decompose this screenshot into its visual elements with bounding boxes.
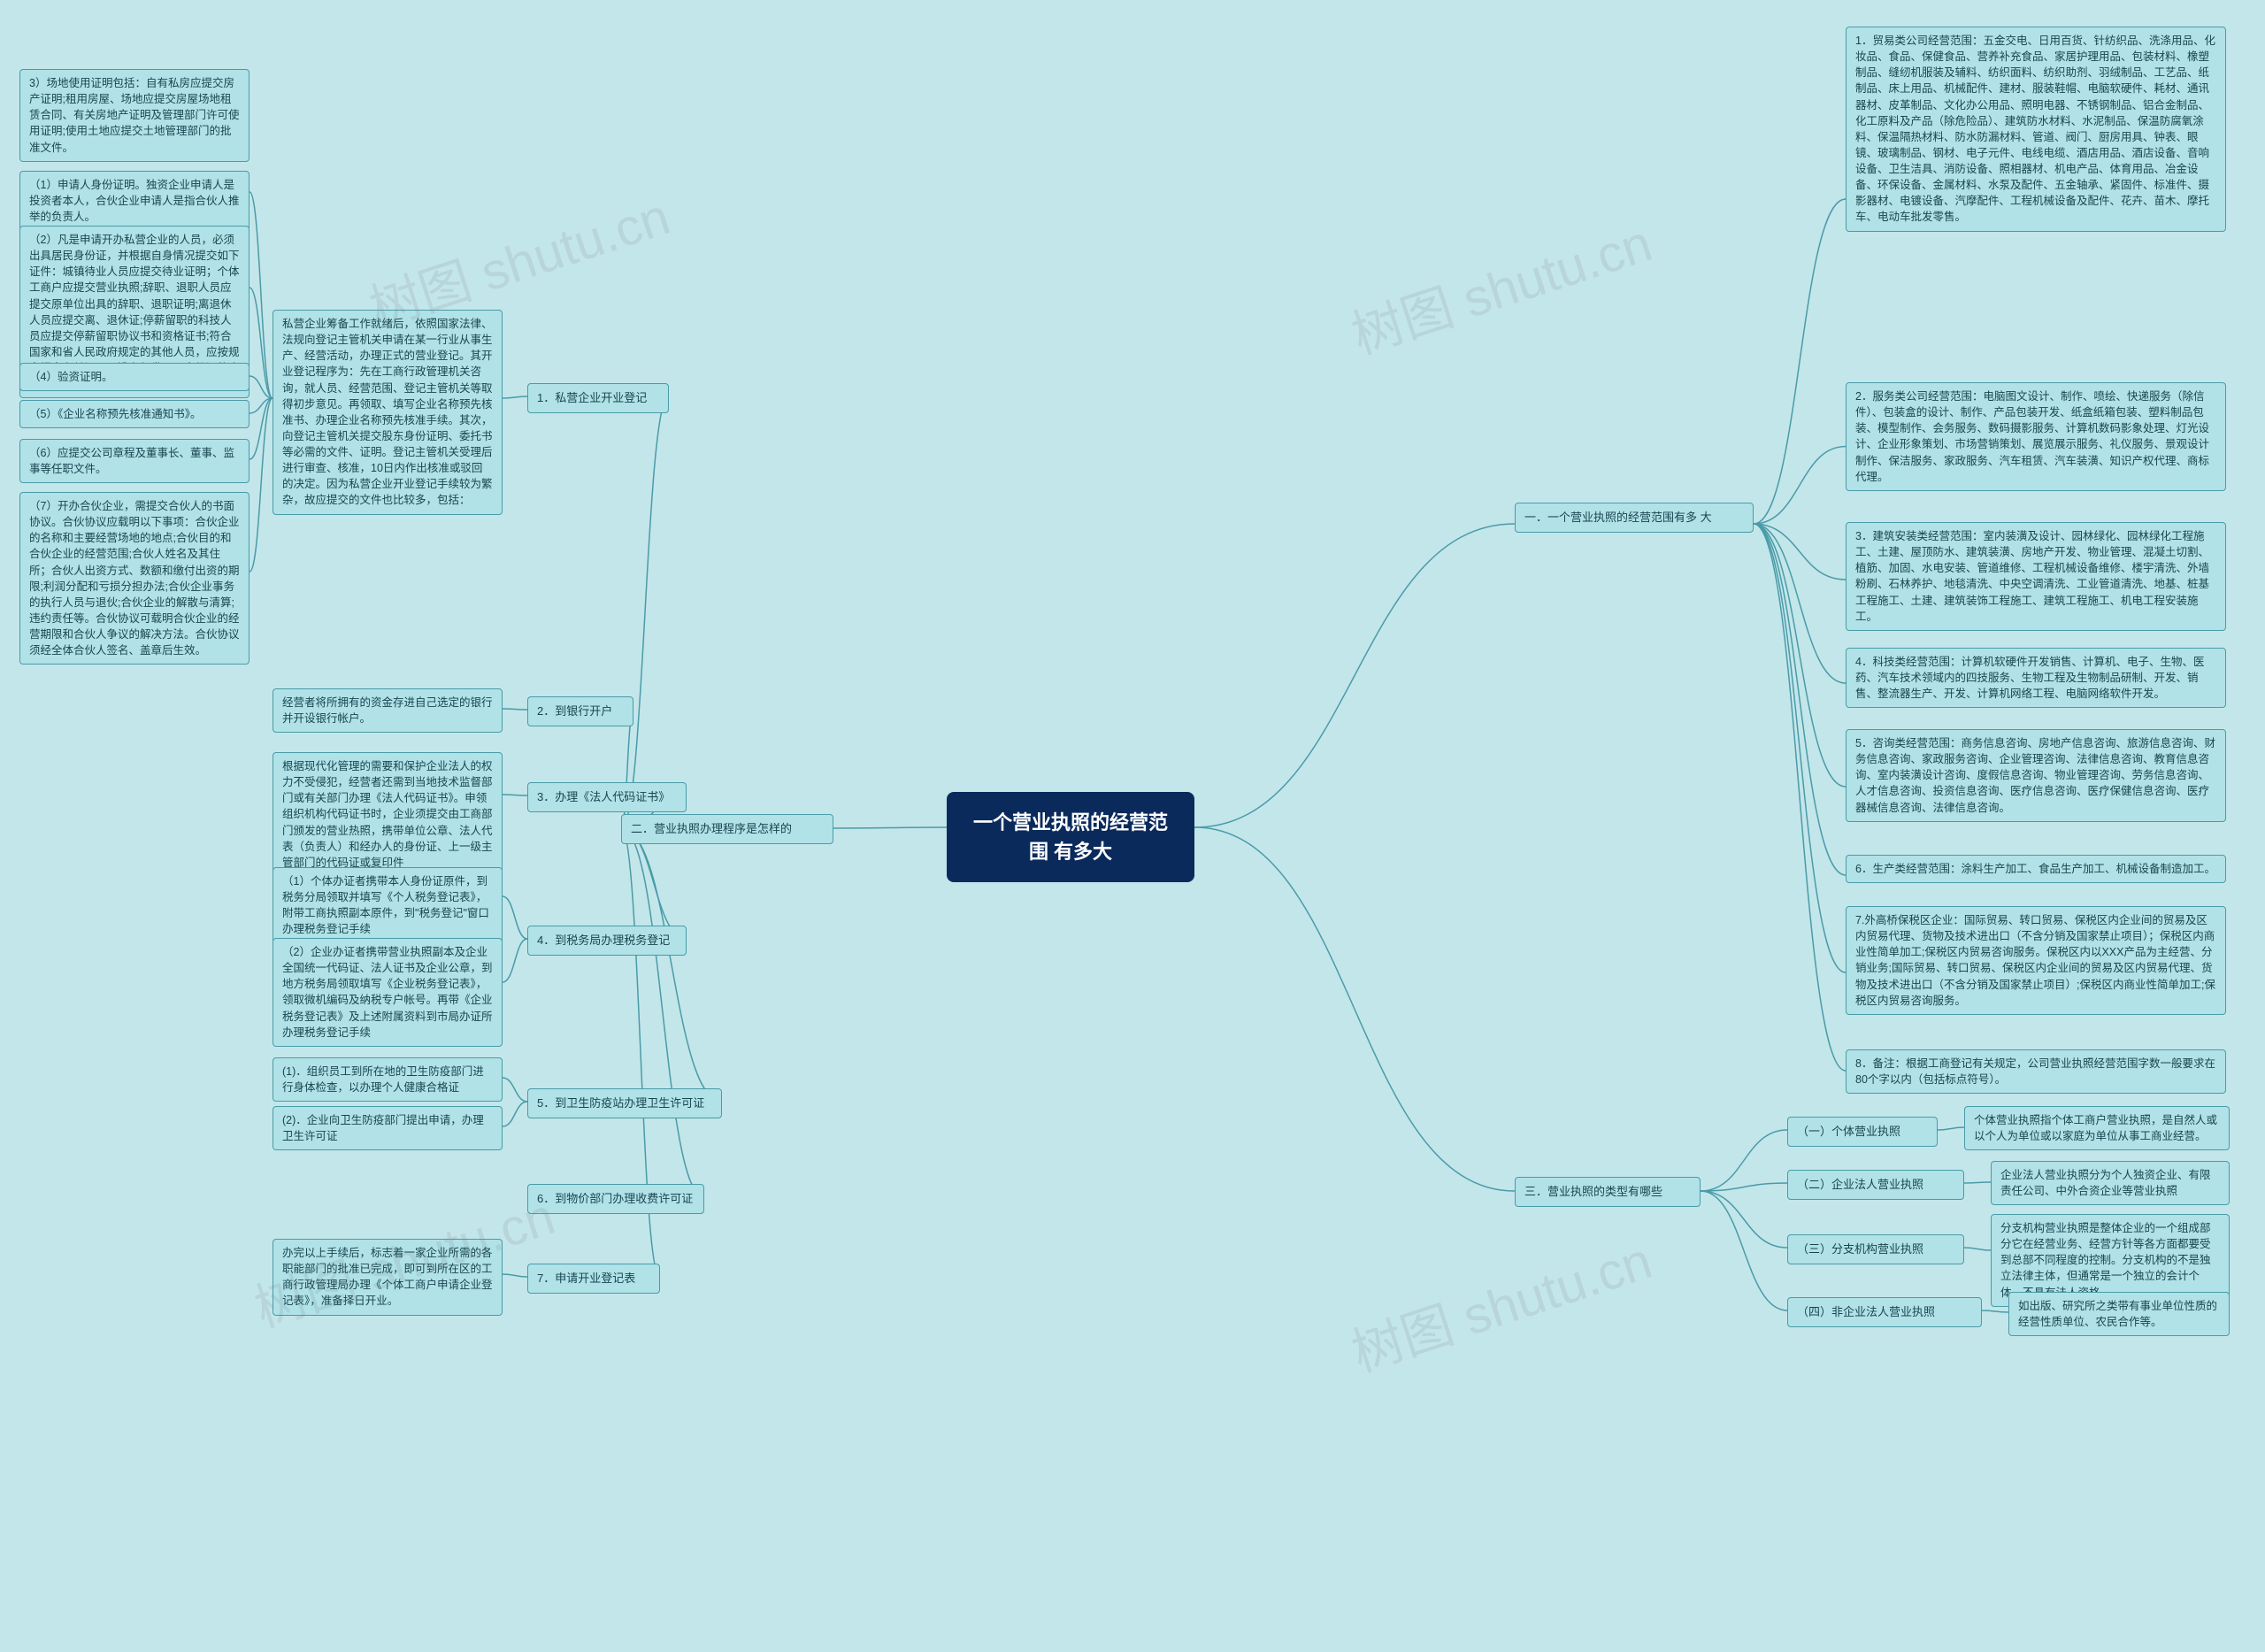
mindmap-node: (1)．组织员工到所在地的卫生防疫部门进行身体检查，以办理个人健康合格证 <box>273 1057 503 1102</box>
watermark: 树图 shutu.cn <box>1341 202 1660 368</box>
mindmap-node: 5．到卫生防疫站办理卫生许可证 <box>527 1088 722 1118</box>
mindmap-node: 3．建筑安装类经营范围：室内装潢及设计、园林绿化、园林绿化工程施工、土建、屋顶防… <box>1846 522 2226 631</box>
mindmap-node: （1）申请人身份证明。独资企业申请人是投资者本人，合伙企业申请人是指合伙人推举的… <box>19 171 250 231</box>
mindmap-node: 个体营业执照指个体工商户营业执照，是自然人或以个人为单位或以家庭为单位从事工商业… <box>1964 1106 2230 1150</box>
mindmap-node: （4）验资证明。 <box>19 363 250 391</box>
mindmap-node: 4．科技类经营范围：计算机软硬件开发销售、计算机、电子、生物、医药、汽车技术领域… <box>1846 648 2226 708</box>
mindmap-node: 6．到物价部门办理收费许可证 <box>527 1184 704 1214</box>
mindmap-node: 7．申请开业登记表 <box>527 1264 660 1294</box>
mindmap-node: （1）个体办证者携带本人身份证原件，到税务分局领取并填写《个人税务登记表》，附带… <box>273 867 503 944</box>
mindmap-node: （四）非企业法人营业执照 <box>1787 1297 1982 1327</box>
mindmap-node: 7.外高桥保税区企业：国际贸易、转口贸易、保税区内企业间的贸易及区内贸易代理、货… <box>1846 906 2226 1015</box>
mindmap-node: 2．服务类公司经营范围：电脑图文设计、制作、喷绘、快递服务（除信件）、包装盒的设… <box>1846 382 2226 491</box>
mindmap-node: （二）企业法人营业执照 <box>1787 1170 1964 1200</box>
mindmap-node: 企业法人营业执照分为个人独资企业、有限责任公司、中外合资企业等营业执照 <box>1991 1161 2230 1205</box>
mindmap-node: 5．咨询类经营范围：商务信息咨询、房地产信息咨询、旅游信息咨询、财务信息咨询、家… <box>1846 729 2226 822</box>
mindmap-node: 2．到银行开户 <box>527 696 633 726</box>
mindmap-node: (2)．企业向卫生防疫部门提出申请，办理卫生许可证 <box>273 1106 503 1150</box>
mindmap-node: 办完以上手续后，标志着一家企业所需的各职能部门的批准已完成，即可到所在区的工商行… <box>273 1239 503 1316</box>
mindmap-node: （2）企业办证者携带营业执照副本及企业全国统一代码证、法人证书及企业公章，到地方… <box>273 938 503 1047</box>
mindmap-node: 6．生产类经营范围：涂料生产加工、食品生产加工、机械设备制造加工。 <box>1846 855 2226 883</box>
mindmap-node: 如出版、研究所之类带有事业单位性质的经营性质单位、农民合作等。 <box>2008 1292 2230 1336</box>
mindmap-node: 8．备注：根据工商登记有关规定，公司营业执照经营范围字数一般要求在80个字以内（… <box>1846 1049 2226 1094</box>
mindmap-node: 三．营业执照的类型有哪些 <box>1515 1177 1701 1207</box>
mindmap-node: 1．贸易类公司经营范围：五金交电、日用百货、针纺织品、洗涤用品、化妆品、食品、保… <box>1846 27 2226 232</box>
watermark: 树图 shutu.cn <box>1341 1219 1660 1386</box>
mindmap-node: 3．办理《法人代码证书》 <box>527 782 687 812</box>
mindmap-node: （7）开办合伙企业，需提交合伙人的书面协议。合伙协议应载明以下事项：合伙企业的名… <box>19 492 250 665</box>
mindmap-node: 1．私营企业开业登记 <box>527 383 669 413</box>
mindmap-node: （6）应提交公司章程及董事长、董事、监事等任职文件。 <box>19 439 250 483</box>
mindmap-node: 4．到税务局办理税务登记 <box>527 926 687 956</box>
mindmap-node: 经营者将所拥有的资金存进自己选定的银行并开设银行帐户。 <box>273 688 503 733</box>
mindmap-node: （5）《企业名称预先核准通知书》。 <box>19 400 250 428</box>
mindmap-node: （三）分支机构营业执照 <box>1787 1234 1964 1264</box>
mindmap-node: 根据现代化管理的需要和保护企业法人的权力不受侵犯，经营者还需到当地技术监督部门或… <box>273 752 503 877</box>
mindmap-node: 3）场地使用证明包括：自有私房应提交房产证明;租用房屋、场地应提交房屋场地租赁合… <box>19 69 250 162</box>
mindmap-node: 私营企业筹备工作就绪后，依照国家法律、法规向登记主管机关申请在某一行业从事生产、… <box>273 310 503 515</box>
mindmap-node: 一．一个营业执照的经营范围有多 大 <box>1515 503 1754 533</box>
mindmap-node: （一）个体营业执照 <box>1787 1117 1938 1147</box>
mindmap-node: 二．营业执照办理程序是怎样的 <box>621 814 833 844</box>
mindmap-root: 一个营业执照的经营范围 有多大 <box>947 792 1194 882</box>
